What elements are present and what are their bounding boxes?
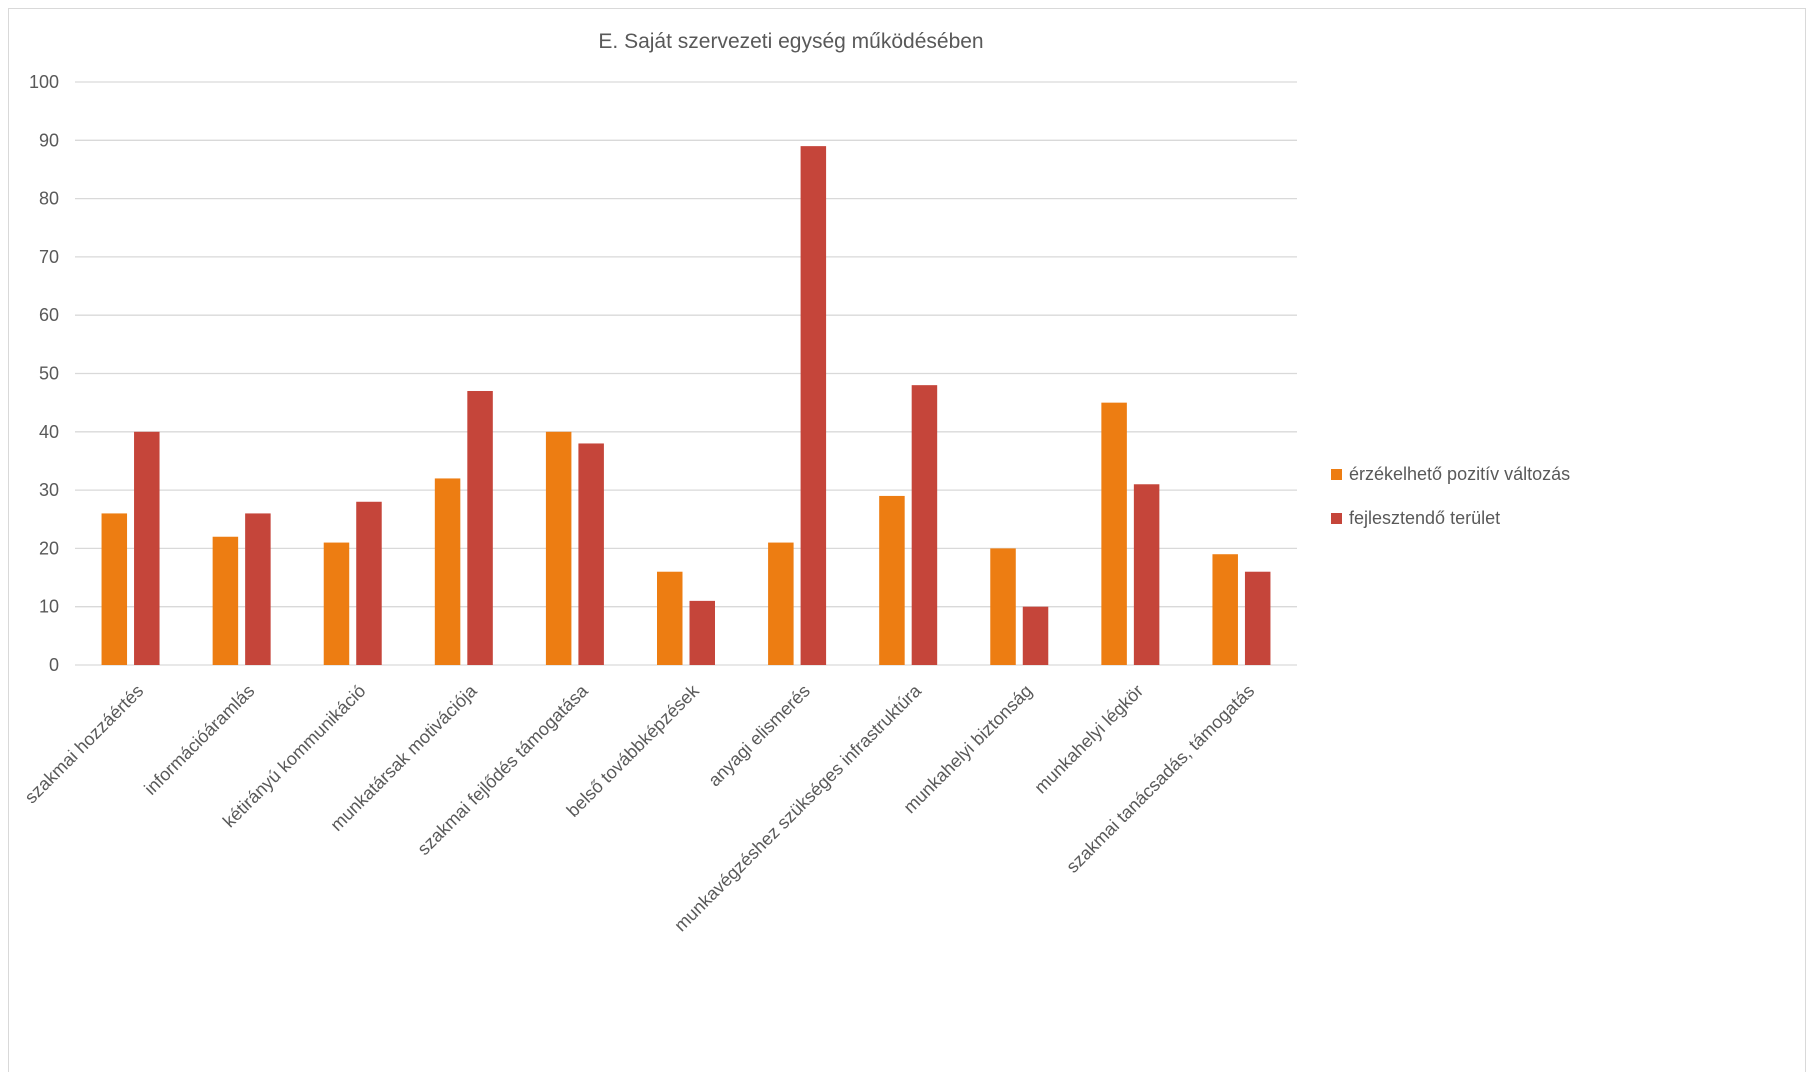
y-axis: 0 10 20 30 40 50 60 70 80 90 100 — [29, 72, 59, 675]
y-tick-label: 50 — [39, 364, 59, 384]
x-tick-label: szakmai hozzáértés — [21, 681, 148, 808]
bar-development-area — [578, 443, 604, 665]
bar-positive-change — [879, 495, 905, 665]
bar-positive-change — [990, 548, 1016, 665]
y-tick-label: 10 — [39, 597, 59, 617]
bar-development-area — [1244, 571, 1271, 665]
bar-development-area — [467, 390, 493, 665]
bar-positive-change — [101, 513, 128, 665]
y-tick-label: 60 — [39, 305, 59, 325]
bar-positive-change — [212, 536, 239, 665]
chart-svg: E. Saját szervezeti egység működésében 0… — [21, 30, 1570, 935]
bar-positive-change — [545, 431, 572, 665]
x-tick-label: anyagi elismerés — [704, 681, 814, 791]
x-tick-label: munkahelyi légkör — [1030, 681, 1147, 798]
legend-label: érzékelhető pozitív változás — [1349, 464, 1570, 484]
bar-development-area — [245, 513, 271, 665]
x-tick-label: munkavégzéshez szükséges infrastruktúra — [670, 680, 925, 935]
bar-positive-change — [657, 571, 683, 665]
bar-positive-change — [434, 478, 461, 665]
bars — [101, 146, 1271, 665]
bar-positive-change — [1101, 402, 1127, 665]
x-tick-label: szakmai tanácsadás, támogatás — [1062, 681, 1258, 877]
bar-development-area — [800, 146, 827, 665]
x-axis: szakmai hozzáértésinformációáramláskétir… — [21, 680, 1259, 935]
bar-positive-change — [768, 542, 794, 665]
bar-development-area — [134, 431, 160, 665]
legend: érzékelhető pozitív változás fejlesztendő… — [1331, 464, 1570, 528]
legend-swatch — [1331, 469, 1342, 480]
y-tick-label: 30 — [39, 480, 59, 500]
chart-title: E. Saját szervezeti egység működésében — [598, 30, 983, 53]
legend-label: fejlesztendő terület — [1349, 508, 1500, 528]
legend-swatch — [1331, 513, 1342, 524]
bar-positive-change — [1212, 554, 1238, 665]
y-tick-label: 40 — [39, 422, 59, 442]
bar-development-area — [1022, 606, 1049, 665]
y-tick-label: 80 — [39, 189, 59, 209]
gridlines — [75, 81, 1297, 666]
y-tick-label: 0 — [49, 655, 59, 675]
y-tick-label: 20 — [39, 538, 59, 558]
bar-development-area — [356, 501, 382, 665]
y-tick-label: 90 — [39, 130, 59, 150]
x-tick-label: munkahelyi biztonság — [900, 681, 1037, 818]
y-tick-label: 70 — [39, 247, 59, 267]
bar-positive-change — [323, 542, 350, 665]
y-tick-label: 100 — [29, 72, 59, 92]
chart-area: E. Saját szervezeti egység működésében 0… — [8, 8, 1806, 1072]
bar-development-area — [911, 385, 938, 665]
bar-development-area — [1133, 484, 1160, 665]
bar-development-area — [689, 600, 715, 665]
x-tick-label: információáramlás — [140, 681, 258, 799]
